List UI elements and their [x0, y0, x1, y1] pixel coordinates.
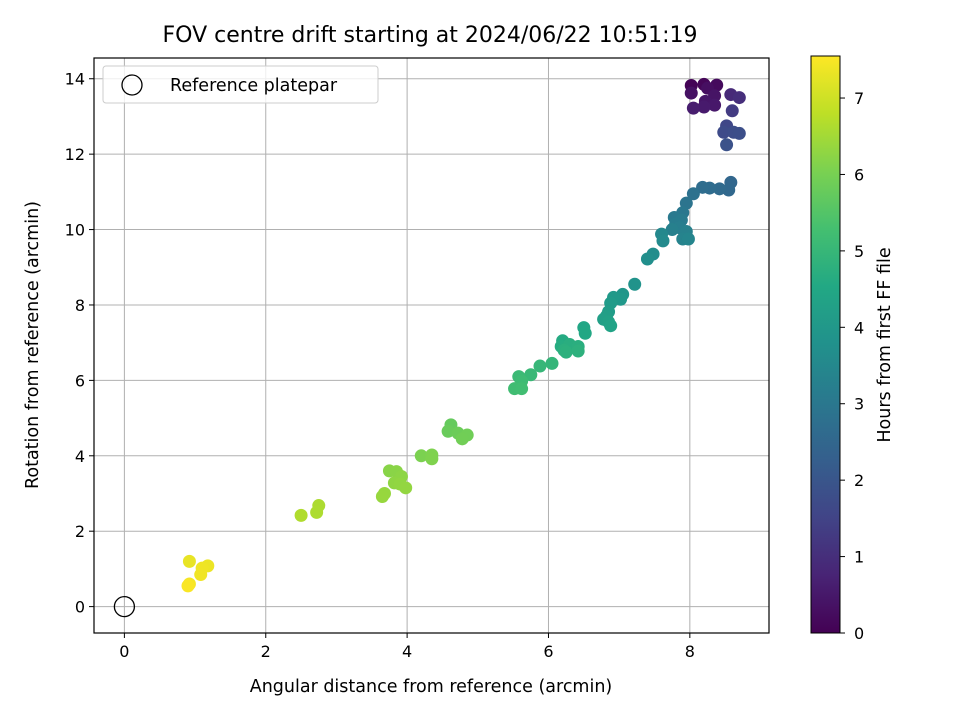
colorbar-ticks: 0 1 2 3 4 5 6 7 — [840, 89, 864, 643]
legend: Reference platepar — [102, 65, 379, 104]
data-point — [732, 91, 746, 105]
data-point — [720, 138, 734, 152]
reference-point — [113, 595, 136, 618]
legend-box — [102, 65, 379, 104]
x-tick-label: 2 — [261, 642, 271, 661]
x-tick-label: 6 — [543, 642, 553, 661]
colorbar-tick-label: 6 — [854, 165, 864, 184]
plot-area — [93, 57, 770, 634]
x-tick-label: 4 — [402, 642, 412, 661]
data-point — [375, 490, 389, 504]
colorbar-label: Hours from first FF file — [875, 247, 895, 442]
data-point — [524, 368, 538, 382]
x-axis-label: Angular distance from reference (arcmin) — [250, 677, 613, 697]
data-point — [686, 101, 700, 115]
y-tick-label: 10 — [65, 221, 85, 240]
y-tick-label: 12 — [65, 145, 85, 164]
data-point — [717, 125, 731, 139]
colorbar-tick-label: 1 — [854, 548, 864, 567]
colorbar: 0 1 2 3 4 5 6 7 Hours from first FF file — [810, 55, 895, 643]
data-point — [732, 126, 746, 140]
y-tick-label: 14 — [65, 70, 85, 89]
grid — [94, 58, 769, 633]
data-point — [713, 182, 727, 196]
x-tick-label: 0 — [119, 642, 129, 661]
y-tick-label: 4 — [75, 447, 85, 466]
data-point — [294, 508, 308, 522]
data-point — [697, 100, 711, 114]
colorbar-tick-label: 5 — [854, 242, 864, 261]
data-point — [686, 187, 700, 201]
x-tick-label: 8 — [685, 642, 695, 661]
data-point — [182, 554, 196, 568]
data-points — [181, 77, 746, 593]
data-point — [628, 277, 642, 291]
data-point — [578, 326, 592, 340]
data-point — [559, 345, 573, 359]
colorbar-tick-label: 0 — [854, 624, 864, 643]
legend-marker — [121, 74, 143, 96]
data-point — [571, 344, 585, 358]
data-point — [681, 232, 695, 246]
data-point — [725, 104, 739, 118]
y-axis-label: Rotation from reference (arcmin) — [23, 201, 43, 489]
data-point — [399, 481, 413, 495]
colorbar-tick-label: 3 — [854, 395, 864, 414]
data-point — [455, 432, 469, 446]
data-point — [194, 568, 208, 582]
data-point — [545, 356, 559, 370]
plot-frame — [93, 57, 770, 634]
y-tick-label: 8 — [75, 296, 85, 315]
data-point — [656, 234, 670, 248]
y-tick-label: 2 — [75, 522, 85, 541]
data-point — [696, 180, 710, 194]
data-point — [310, 505, 324, 519]
data-point — [441, 424, 455, 438]
reference-marker — [113, 595, 136, 618]
data-point — [414, 449, 428, 463]
x-axis-ticks: 0 2 4 6 8 — [119, 633, 695, 661]
data-point — [708, 98, 722, 112]
colorbar-tick-label: 7 — [854, 89, 864, 108]
y-axis-ticks: 0 2 4 6 8 10 12 14 — [65, 70, 94, 617]
data-point — [533, 359, 547, 373]
data-point — [425, 452, 439, 466]
legend-label: Reference platepar — [170, 76, 338, 96]
data-point — [640, 252, 654, 266]
data-point — [181, 579, 195, 593]
colorbar-tick-label: 4 — [854, 318, 864, 337]
colorbar-gradient — [810, 55, 841, 634]
chart-title: FOV centre drift starting at 2024/06/22 … — [163, 23, 698, 48]
data-point — [604, 319, 618, 333]
colorbar-tick-label: 2 — [854, 471, 864, 490]
data-point — [515, 382, 529, 396]
y-tick-label: 0 — [75, 598, 85, 617]
y-tick-label: 6 — [75, 371, 85, 390]
data-point — [665, 223, 679, 237]
data-point — [684, 86, 698, 100]
